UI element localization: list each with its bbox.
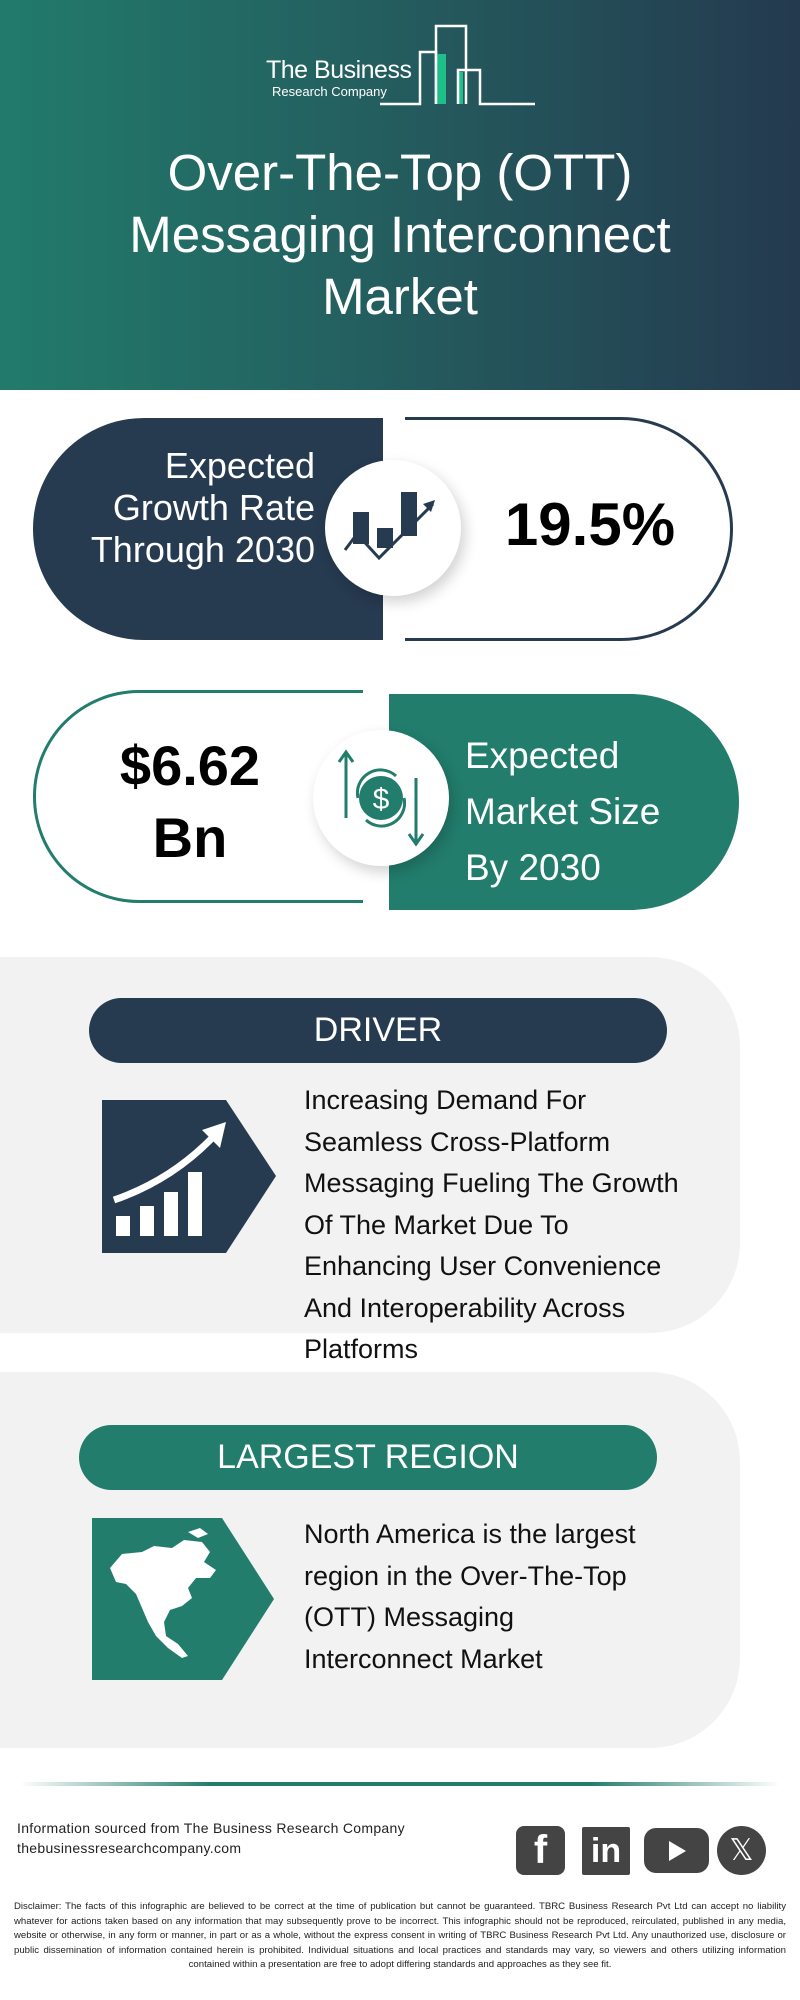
page-title: Over-The-Top (OTT) Messaging Interconnec… xyxy=(129,144,671,325)
youtube-icon[interactable] xyxy=(644,1828,709,1873)
market-label-line: Market Size xyxy=(465,791,661,832)
driver-heading: DRIVER xyxy=(89,998,667,1063)
driver-text: Increasing Demand For Seamless Cross-Pla… xyxy=(304,1080,724,1371)
driver-text-line: Increasing Demand For xyxy=(304,1085,587,1115)
company-logo: The Business Research Company xyxy=(260,24,540,106)
driver-text-line: Seamless Cross-Platform xyxy=(304,1126,611,1157)
region-text-line: region in the Over-The-Top xyxy=(304,1560,627,1591)
dollar-exchange-icon: $ xyxy=(337,749,425,847)
market-size-value: $6.62 Bn xyxy=(90,730,290,874)
growth-icon-circle xyxy=(325,460,461,596)
growth-chart-icon xyxy=(343,492,435,561)
driver-text-line: Platforms xyxy=(304,1334,419,1364)
market-label-line: By 2030 xyxy=(465,847,601,888)
website-link[interactable]: thebusinessresearchcompany.com xyxy=(17,1840,242,1856)
region-text-line: Interconnect Market xyxy=(304,1643,543,1674)
growth-rate-value: 19.5% xyxy=(504,491,676,558)
header-banner: The Business Research Company Over-The-T… xyxy=(0,0,800,390)
x-icon[interactable]: 𝕏 xyxy=(717,1826,766,1875)
market-label-line: Expected xyxy=(465,735,620,776)
market-icon-circle: $ xyxy=(313,730,449,866)
rising-bar-chart-icon xyxy=(102,1100,276,1253)
driver-text-line: Of The Market Due To xyxy=(304,1209,569,1240)
growth-label-line: Through 2030 xyxy=(90,529,315,570)
growth-label-line: Growth Rate xyxy=(112,487,315,528)
driver-text-line: And Interoperability Across xyxy=(304,1292,626,1323)
growth-value-panel xyxy=(405,417,733,641)
market-value-panel xyxy=(33,690,363,903)
logo-line1: The Business xyxy=(266,56,412,84)
logo-line2: Research Company xyxy=(272,84,387,99)
growth-label-panel xyxy=(33,418,383,640)
region-text: North America is the largest region in t… xyxy=(304,1514,724,1680)
market-size-amount: $6.62 xyxy=(119,734,261,797)
footer-divider xyxy=(20,1782,780,1786)
source-text: Information sourced from The Business Re… xyxy=(17,1820,405,1836)
buildings-logo-icon xyxy=(380,24,535,106)
facebook-icon[interactable]: f xyxy=(516,1826,565,1875)
region-heading: LARGEST REGION xyxy=(79,1425,657,1490)
disclaimer: Disclaimer: The facts of this infographi… xyxy=(14,1901,786,1970)
region-text-line: North America is the largest xyxy=(304,1519,636,1549)
region-text-line: (OTT) Messaging xyxy=(304,1602,515,1632)
growth-label-line: Expected xyxy=(164,445,315,486)
footer-source: Information sourced from The Business Re… xyxy=(17,1818,405,1858)
growth-label: Expected Growth Rate Through 2030 xyxy=(40,445,315,571)
market-size-unit: Bn xyxy=(152,806,228,869)
driver-text-line: Messaging Fueling The Growth xyxy=(304,1168,679,1198)
svg-text:$: $ xyxy=(373,783,390,816)
linkedin-icon[interactable]: in xyxy=(582,1827,630,1875)
market-size-label: Expected Market Size By 2030 xyxy=(465,728,725,896)
driver-text-line: Enhancing User Convenience xyxy=(304,1251,662,1281)
north-america-map-icon xyxy=(92,1518,274,1680)
